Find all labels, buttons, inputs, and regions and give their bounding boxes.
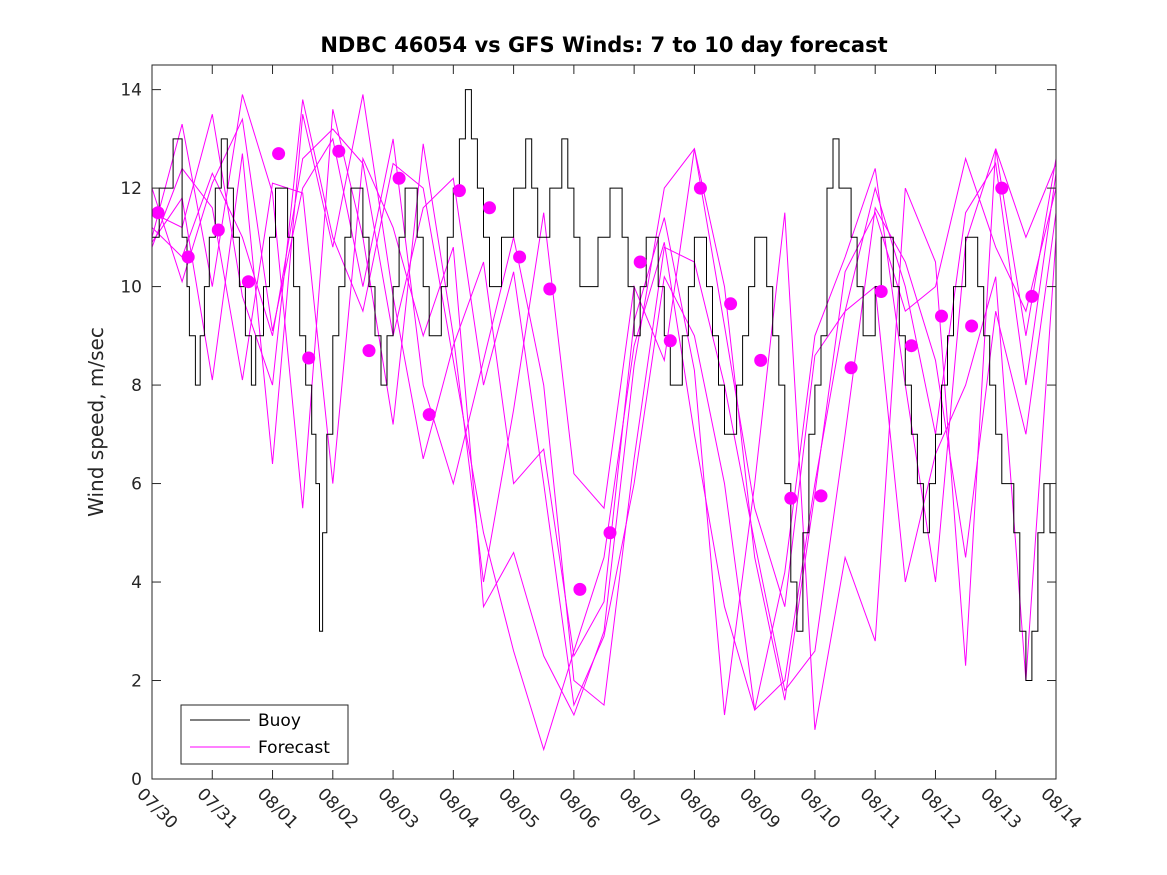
y-tick-label: 0 [131,770,142,790]
buoy-series [152,89,1056,681]
x-tick-label: 08/12 [916,784,965,833]
forecast-point [573,582,587,596]
forecast-point [151,206,165,220]
forecast-point [904,339,918,353]
x-tick-label: 08/05 [494,784,543,833]
y-tick-label: 2 [131,672,142,692]
x-tick-label: 08/13 [976,784,1025,833]
x-tick-label: 08/11 [856,784,905,833]
y-axis: 0 2 4 6 8 10 12 14 [120,81,1056,790]
forecast-point [332,144,346,158]
y-tick-label: 10 [120,278,142,298]
x-tick-label: 08/08 [675,784,724,833]
forecast-line-6 [151,94,1057,681]
x-tick-label: 08/10 [795,784,844,833]
legend-label-buoy: Buoy [258,711,301,731]
plot-border [151,64,1057,780]
chart-title: NDBC 46054 vs GFS Winds: 7 to 10 day for… [320,33,887,57]
forecast-point [543,282,557,296]
forecast-point [814,489,828,503]
forecast-point [392,171,406,185]
forecast-point [693,181,707,195]
forecast-point [302,351,316,365]
forecast-point [965,319,979,333]
buoy-line [152,89,1056,681]
forecast-lines [151,94,1057,752]
forecast-point [422,408,436,422]
forecast-point [272,147,286,161]
forecast-point [724,297,738,311]
forecast-point [362,344,376,358]
y-axis-label: Wind speed, m/sec [84,327,108,517]
forecast-point [633,255,647,269]
legend: Buoy Forecast [180,704,349,765]
forecast-point [483,201,496,215]
y-tick-label: 12 [120,179,142,199]
forecast-point [874,285,888,298]
forecast-point [663,334,677,348]
x-tick-label: 08/07 [615,784,664,833]
y-tick-label: 8 [131,376,142,396]
y-tick-label: 4 [131,573,142,593]
forecast-point [181,250,195,264]
plot-area [151,64,1057,780]
forecast-point [241,275,255,289]
forecast-line-1 [151,128,1057,712]
x-tick-label: 07/31 [193,784,242,833]
legend-label-forecast: Forecast [258,738,330,758]
forecast-line-4 [151,117,1057,707]
x-tick-label: 08/03 [374,784,423,833]
forecast-point [211,223,225,237]
x-tick-label: 08/04 [434,784,483,833]
forecast-line-5 [151,94,1057,730]
forecast-point [513,250,527,264]
forecast-point [1025,289,1039,303]
x-tick-label: 08/14 [1036,784,1085,833]
forecast-point [452,184,466,198]
x-tick-label: 08/01 [253,784,302,833]
forecast-point [784,491,798,505]
forecast-line-3 [151,147,1057,717]
forecast-point [935,309,948,323]
legend-box [180,704,349,765]
forecast-point [603,526,617,540]
forecast-point [754,353,768,367]
x-tick-label: 07/30 [132,784,181,833]
y-tick-label: 14 [120,81,142,101]
x-tick-label: 08/09 [735,784,784,833]
plot-frame [152,65,1056,779]
forecast-point [995,181,1009,195]
forecast-points [151,144,1039,596]
y-tick-label: 6 [131,475,142,495]
x-tick-label: 08/06 [554,784,603,833]
x-tick-label: 08/02 [313,784,362,833]
forecast-point [844,361,858,375]
